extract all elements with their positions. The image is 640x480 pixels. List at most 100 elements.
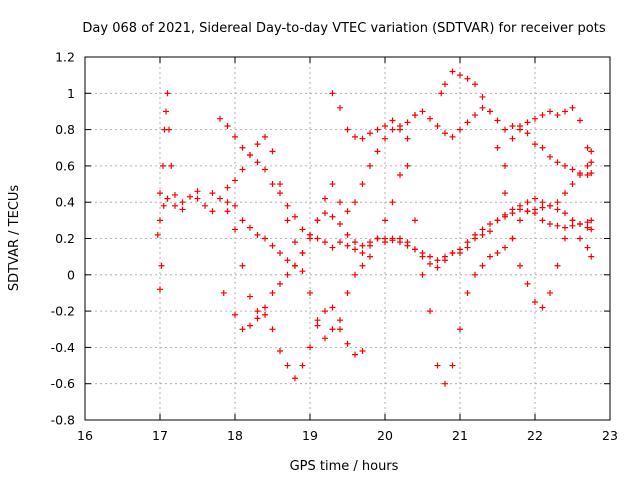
data-point [269,326,276,333]
data-point [277,190,283,197]
data-point [434,122,441,129]
data-point [344,126,351,133]
data-point [284,271,291,278]
data-point [314,235,321,242]
data-point [517,217,523,224]
data-point [269,242,276,249]
data-point [292,239,298,246]
data-point [494,217,501,224]
data-point [329,90,336,97]
data-point [262,166,268,173]
data-point [554,159,561,166]
data-point [382,235,388,242]
data-point [457,126,463,133]
data-point [374,148,381,155]
data-point [217,115,223,122]
data-point [577,171,583,178]
data-point [157,190,163,197]
data-point [524,280,531,287]
data-point [554,222,561,229]
data-point [329,244,336,251]
data-point [547,289,553,296]
data-point [397,171,403,178]
data-point [464,244,471,251]
data-point [239,144,246,151]
data-point [299,226,306,233]
data-point [472,81,478,88]
data-point [344,289,351,296]
data-point [562,108,568,115]
data-point [509,135,516,142]
data-point [337,326,343,333]
data-point [194,188,201,195]
data-point [329,304,336,311]
data-point [427,260,433,267]
data-point [359,250,366,257]
data-point [314,217,321,224]
data-point [166,126,172,133]
data-point [472,271,478,278]
y-tick-label: 1 [67,86,75,101]
data-point [299,250,306,257]
data-point [154,231,161,238]
data-point [160,162,166,169]
data-point [359,181,366,188]
data-point [352,133,358,140]
series-track-g [438,68,595,311]
data-point [179,199,186,206]
data-point [554,206,561,213]
data-point [562,235,568,242]
data-point [502,244,508,251]
y-tick-label: 0.6 [55,158,75,173]
data-point [307,289,313,296]
data-point [284,362,291,369]
data-point [539,217,546,224]
data-point [464,289,471,296]
data-point [382,122,388,129]
data-point [157,217,163,224]
data-point [502,162,508,169]
data-point [442,380,448,387]
data-point [562,162,568,169]
data-point [464,119,471,126]
data-point [569,222,576,229]
data-point [239,262,246,269]
data-point [352,351,358,358]
data-point [277,348,283,355]
data-point [457,250,463,257]
data-point [554,262,561,269]
data-point [472,235,478,242]
data-point [502,211,508,218]
data-point [412,112,418,119]
data-point [539,112,546,119]
data-point [269,148,276,155]
data-point [434,257,441,264]
data-point [247,322,253,329]
data-point [562,224,568,231]
data-point [584,219,591,226]
data-point [457,72,463,79]
data-point [547,108,553,115]
data-point [277,250,283,257]
data-point [509,235,516,242]
data-point [247,224,253,231]
data-point [532,206,538,213]
data-point [352,246,358,253]
series-track-a [154,188,595,271]
data-point [494,250,501,257]
data-point [584,162,591,169]
data-point [307,344,313,351]
data-point [329,181,336,188]
data-point [404,162,411,169]
x-tick-label: 21 [452,428,468,443]
data-point [382,217,388,224]
data-point [359,348,366,355]
data-point [359,242,366,249]
data-point [247,293,253,300]
data-point [577,220,583,227]
data-point [329,326,336,333]
data-point [322,335,328,342]
data-point [277,280,283,287]
data-point [254,231,261,238]
data-point [494,144,501,151]
